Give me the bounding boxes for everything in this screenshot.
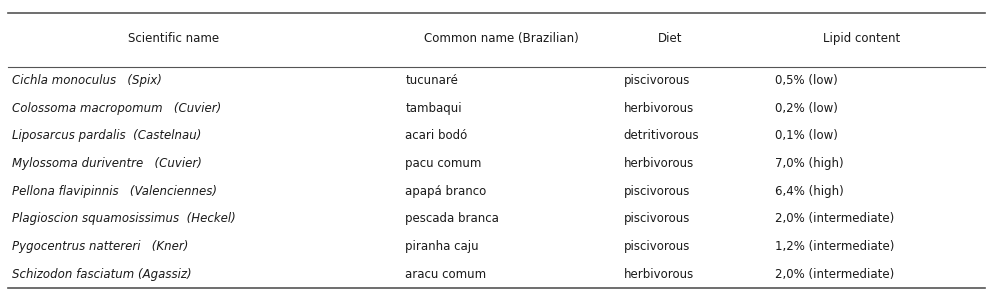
Text: Lipid content: Lipid content bbox=[823, 32, 901, 45]
Text: acari bodó: acari bodó bbox=[405, 129, 468, 143]
Text: 0,5% (low): 0,5% (low) bbox=[775, 74, 837, 87]
Text: detritivorous: detritivorous bbox=[624, 129, 699, 143]
Text: piscivorous: piscivorous bbox=[624, 212, 690, 225]
Text: tambaqui: tambaqui bbox=[405, 102, 462, 115]
Text: pescada branca: pescada branca bbox=[405, 212, 499, 225]
Text: aracu comum: aracu comum bbox=[405, 268, 487, 281]
Text: piscivorous: piscivorous bbox=[624, 185, 690, 198]
Text: piranha caju: piranha caju bbox=[405, 240, 479, 253]
Text: Mylossoma duriventre   (Cuvier): Mylossoma duriventre (Cuvier) bbox=[12, 157, 202, 170]
Text: 2,0% (intermediate): 2,0% (intermediate) bbox=[775, 268, 894, 281]
Text: Cichla monoculus   (Spix): Cichla monoculus (Spix) bbox=[12, 74, 162, 87]
Text: herbivorous: herbivorous bbox=[624, 157, 694, 170]
Text: Diet: Diet bbox=[658, 32, 682, 45]
Text: 0,2% (low): 0,2% (low) bbox=[775, 102, 837, 115]
Text: apapá branco: apapá branco bbox=[405, 185, 487, 198]
Text: Colossoma macropomum   (Cuvier): Colossoma macropomum (Cuvier) bbox=[12, 102, 221, 115]
Text: 0,1% (low): 0,1% (low) bbox=[775, 129, 837, 143]
Text: 1,2% (intermediate): 1,2% (intermediate) bbox=[775, 240, 894, 253]
Text: piscivorous: piscivorous bbox=[624, 74, 690, 87]
Text: 6,4% (high): 6,4% (high) bbox=[775, 185, 843, 198]
Text: 7,0% (high): 7,0% (high) bbox=[775, 157, 843, 170]
Text: herbivorous: herbivorous bbox=[624, 102, 694, 115]
Text: Liposarcus pardalis  (Castelnau): Liposarcus pardalis (Castelnau) bbox=[12, 129, 202, 143]
Text: herbivorous: herbivorous bbox=[624, 268, 694, 281]
Text: Scientific name: Scientific name bbox=[128, 32, 219, 45]
Text: Common name (Brazilian): Common name (Brazilian) bbox=[424, 32, 579, 45]
Text: Schizodon fasciatum (Agassiz): Schizodon fasciatum (Agassiz) bbox=[12, 268, 192, 281]
Text: tucunaré: tucunaré bbox=[405, 74, 458, 87]
Text: Pellona flavipinnis   (Valenciennes): Pellona flavipinnis (Valenciennes) bbox=[12, 185, 216, 198]
Text: Plagioscion squamosissimus  (Heckel): Plagioscion squamosissimus (Heckel) bbox=[12, 212, 235, 225]
Text: 2,0% (intermediate): 2,0% (intermediate) bbox=[775, 212, 894, 225]
Text: Pygocentrus nattereri   (Kner): Pygocentrus nattereri (Kner) bbox=[12, 240, 189, 253]
Text: pacu comum: pacu comum bbox=[405, 157, 482, 170]
Text: piscivorous: piscivorous bbox=[624, 240, 690, 253]
